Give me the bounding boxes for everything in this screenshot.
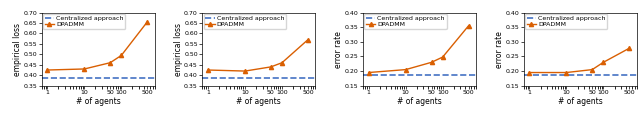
Legend: Centralized approach, DPADMM: Centralized approach, DPADMM xyxy=(204,14,286,29)
DPADMM xyxy=(267,66,275,68)
DPADMM xyxy=(588,69,596,70)
Line: DPADMM: DPADMM xyxy=(367,24,470,75)
Centralized approach xyxy=(44,78,51,79)
X-axis label: # of agents: # of agents xyxy=(558,97,603,105)
DPADMM xyxy=(278,62,286,64)
DPADMM xyxy=(428,61,435,63)
DPADMM xyxy=(204,69,212,71)
DPADMM xyxy=(304,39,312,40)
DPADMM xyxy=(465,25,472,26)
DPADMM xyxy=(402,69,410,70)
Y-axis label: error rate: error rate xyxy=(495,31,504,68)
Centralized approach xyxy=(525,75,533,76)
Centralized approach xyxy=(204,78,212,79)
DPADMM xyxy=(439,56,447,58)
DPADMM xyxy=(44,69,51,71)
DPADMM xyxy=(241,70,249,72)
DPADMM xyxy=(143,21,151,23)
DPADMM xyxy=(625,48,633,49)
Legend: Centralized approach, DPADMM: Centralized approach, DPADMM xyxy=(364,14,447,29)
Legend: Centralized approach, DPADMM: Centralized approach, DPADMM xyxy=(43,14,125,29)
DPADMM xyxy=(365,72,372,73)
Y-axis label: empirical loss: empirical loss xyxy=(173,23,182,76)
X-axis label: # of agents: # of agents xyxy=(76,97,120,105)
X-axis label: # of agents: # of agents xyxy=(397,97,442,105)
Line: DPADMM: DPADMM xyxy=(206,38,310,73)
Y-axis label: error rate: error rate xyxy=(334,31,344,68)
DPADMM xyxy=(600,61,607,63)
DPADMM xyxy=(81,68,88,70)
DPADMM xyxy=(563,72,570,73)
X-axis label: # of agents: # of agents xyxy=(237,97,281,105)
Y-axis label: empirical loss: empirical loss xyxy=(13,23,22,76)
Legend: Centralized approach, DPADMM: Centralized approach, DPADMM xyxy=(525,14,607,29)
DPADMM xyxy=(525,72,533,73)
Centralized approach xyxy=(365,75,372,76)
Line: DPADMM: DPADMM xyxy=(527,46,631,75)
Line: DPADMM: DPADMM xyxy=(45,20,149,72)
DPADMM xyxy=(106,62,114,64)
DPADMM xyxy=(118,55,125,56)
